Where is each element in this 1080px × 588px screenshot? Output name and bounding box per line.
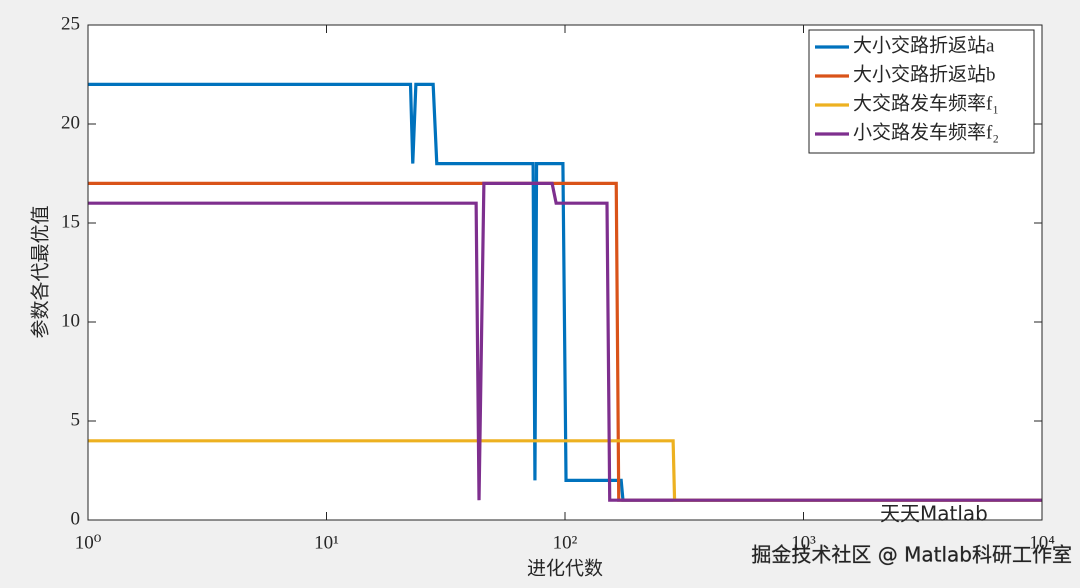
y-axis-label: 参数各代最优值 [29,205,51,338]
y-tick-label: 15 [61,211,80,232]
legend-label: 大交路发车频率f₁ [853,92,999,114]
y-tick-label: 0 [71,508,81,529]
x-tick-label: 10⁰ [75,532,102,553]
plot [87,24,1043,521]
watermark-text: 掘金技术社区 @ Matlab科研工作室 [751,543,1072,567]
legend: 大小交路折返站a 大小交路折返站b 大交路发车频率f₁ 小交路发车频率f₂ [808,29,1035,154]
y-tick-label: 20 [61,112,80,133]
legend-label: 小交路发车频率f₂ [853,121,999,143]
x-axis-label: 进化代数 [527,557,603,579]
series-line [88,82,1042,502]
y-tick-label: 10 [61,310,80,331]
x-tick-label: 10³ [791,532,816,553]
x-tick-label: 10⁴ [1029,532,1055,553]
y-tick-label: 25 [61,13,80,34]
legend-label: 大小交路折返站b [853,63,996,85]
y-tick-label: 5 [71,409,81,430]
x-tick-label: 10² [553,532,578,553]
axes-box [87,24,1043,521]
series-line [88,181,1042,502]
watermark-logo: 天天Matlab [880,502,988,526]
legend-label: 大小交路折返站a [853,34,995,56]
x-tick-label: 10¹ [314,532,339,553]
